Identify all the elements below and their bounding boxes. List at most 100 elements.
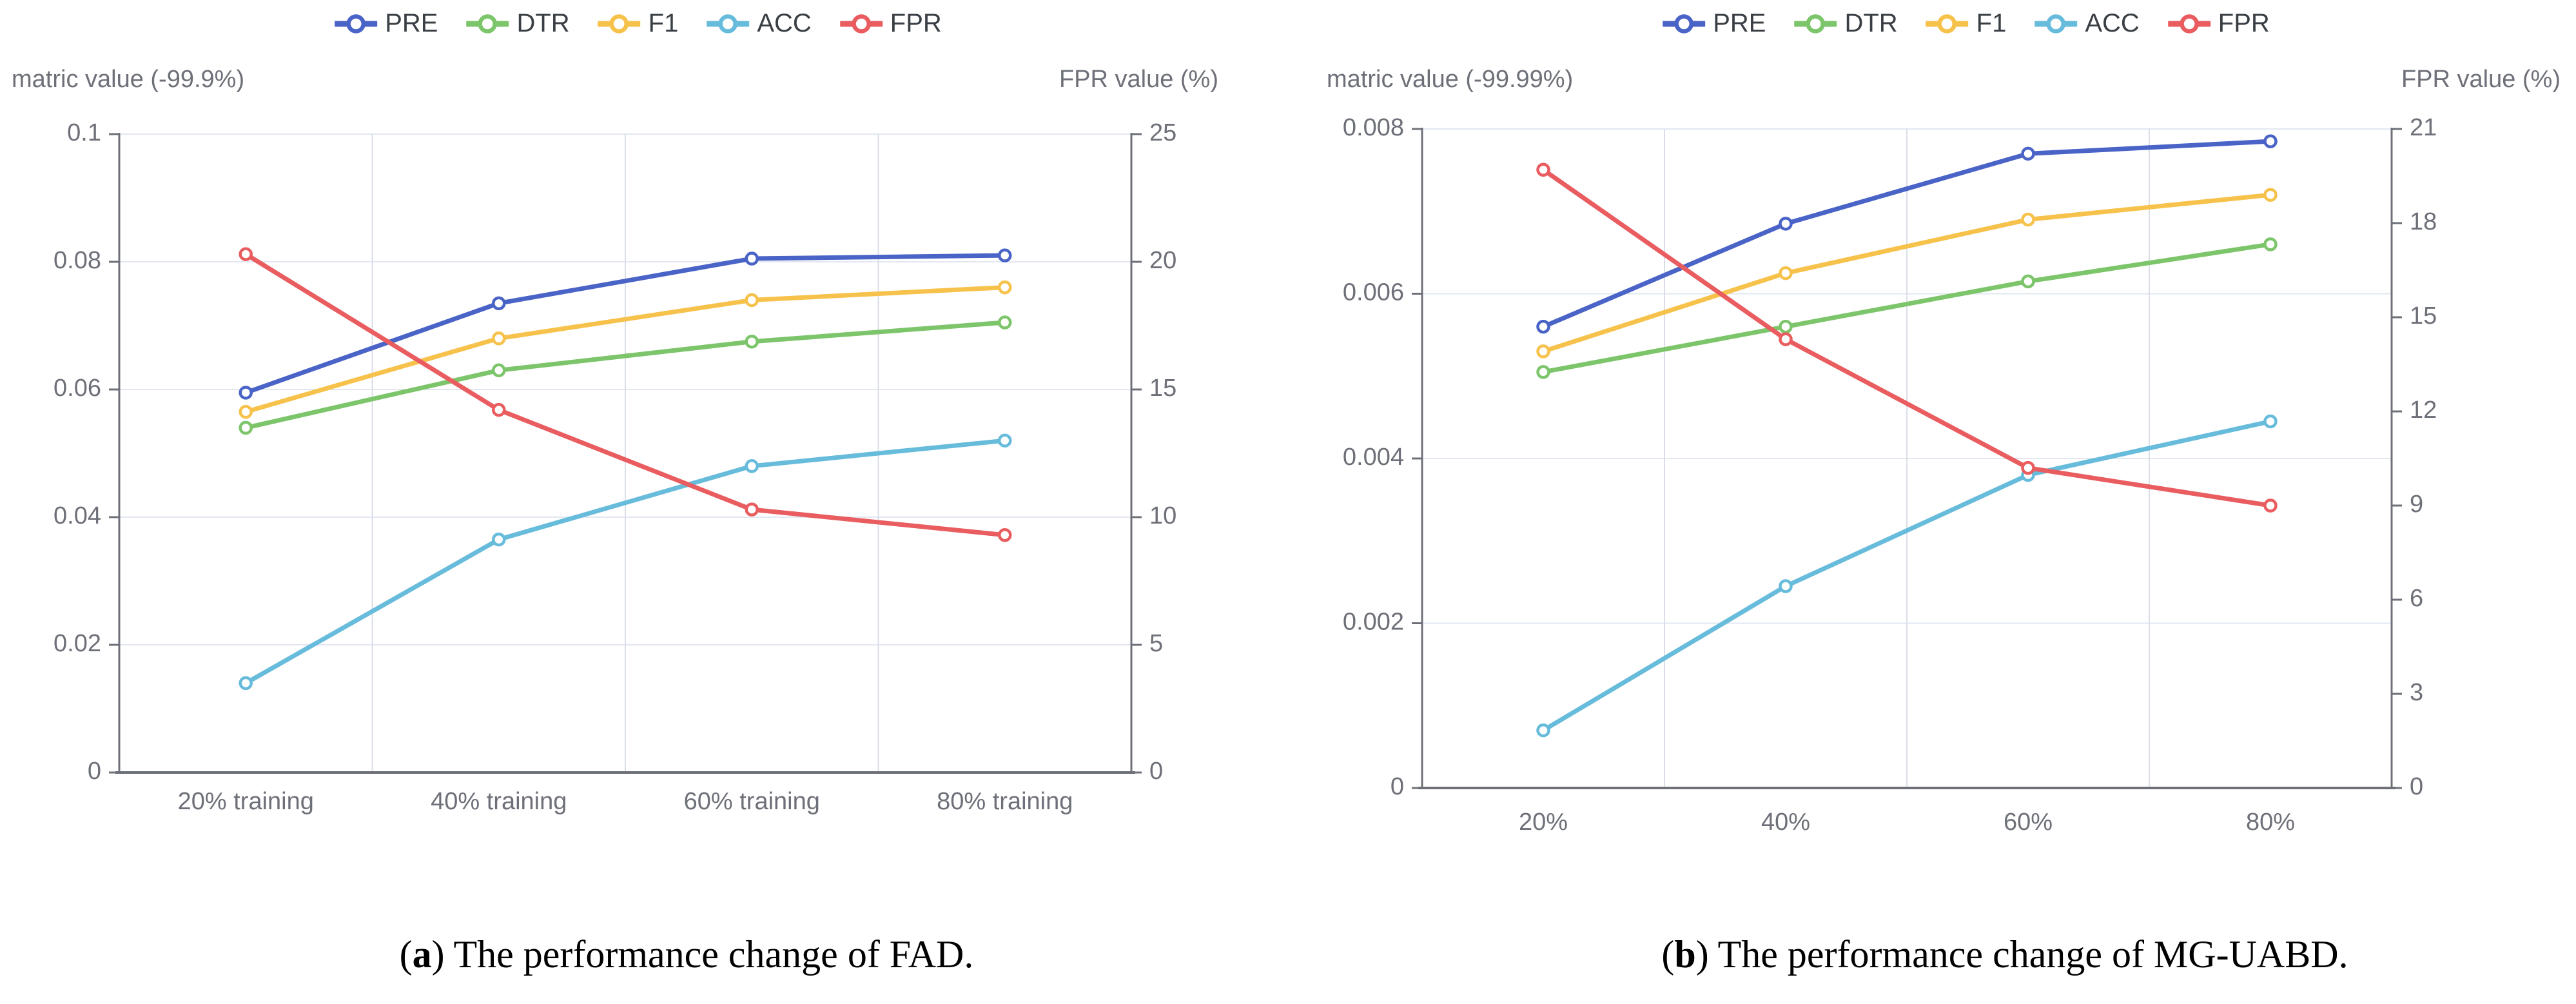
- x-tick-label: 60% training: [684, 788, 820, 815]
- legend-marker-fpr: [839, 14, 883, 34]
- legend-item-acc: ACC: [707, 9, 812, 38]
- series-line-acc: [243, 438, 1008, 685]
- left-axis-title-mg-uabd: matric value (-99.99%): [1327, 66, 1574, 93]
- data-point-f1: [745, 293, 759, 308]
- right-tick-label: 0: [1149, 758, 1163, 785]
- left-axis-ticks: 0 0.002 0.004 0.006 0.008: [1343, 114, 1422, 800]
- data-point-fpr: [1779, 332, 1793, 346]
- legend-marker-fpr: [2167, 14, 2210, 34]
- left-tick-label: 0.02: [54, 630, 101, 657]
- legend-label-f1: F1: [648, 9, 679, 37]
- right-tick-label: 21: [2410, 114, 2437, 141]
- series-acc: [1536, 414, 2278, 738]
- legend-item-f1: F1: [598, 9, 679, 38]
- legend-marker-pre: [1663, 14, 1706, 34]
- series-line-acc: [1541, 419, 2273, 733]
- right-axis-ticks: 0 5 10 15 20 25: [1131, 119, 1176, 785]
- left-axis-title-fad: matric value (-99.9%): [12, 66, 245, 93]
- data-point-pre: [1779, 217, 1793, 231]
- data-point-acc: [2263, 414, 2278, 429]
- left-tick-label: 0.1: [67, 119, 101, 146]
- right-tick-label: 0: [2410, 773, 2423, 800]
- right-tick-label: 5: [1149, 630, 1163, 657]
- gridlines: [119, 133, 1131, 773]
- caption-mg-uabd: (b) The performance change of MG-UABD.: [1661, 932, 2348, 977]
- x-tick-label: 40% training: [431, 788, 567, 815]
- right-tick-label: 3: [2410, 679, 2423, 706]
- caption-prefix: (: [1661, 933, 1675, 976]
- left-tick-label: 0: [1390, 773, 1404, 800]
- series-line-pre: [243, 253, 1008, 395]
- data-point-dtr: [1536, 365, 1550, 379]
- data-point-pre: [1536, 319, 1550, 334]
- legend-marker-f1: [1926, 14, 1969, 34]
- data-point-pre: [239, 386, 253, 400]
- data-point-fpr: [2021, 460, 2035, 475]
- left-tick-label: 0: [88, 758, 101, 785]
- data-point-fpr: [492, 402, 506, 417]
- data-point-acc: [1536, 723, 1550, 738]
- legend-label-pre: PRE: [1713, 9, 1766, 37]
- legend-item-pre: PRE: [335, 9, 438, 38]
- data-point-pre: [492, 296, 506, 311]
- data-point-fpr: [2263, 498, 2278, 513]
- data-point-f1: [2263, 188, 2278, 202]
- data-point-dtr: [745, 335, 759, 349]
- axes: [115, 133, 1135, 774]
- data-point-f1: [998, 280, 1012, 295]
- right-tick-label: 20: [1149, 247, 1176, 274]
- legend-label-pre: PRE: [385, 9, 438, 37]
- series-line-pre: [1541, 139, 2273, 330]
- data-point-fpr: [239, 247, 253, 261]
- caption-letter: a: [412, 933, 432, 976]
- x-tick-label: 20% training: [178, 788, 314, 815]
- line-chart-mg-uabd: 0 0.002 0.004 0.006 0.008 0 3 6 9 12 15 18 21 20% 40% 6…: [1343, 114, 2437, 836]
- series-line-f1: [1541, 192, 2273, 354]
- legend-marker-f1: [598, 14, 641, 34]
- data-point-f1: [2021, 212, 2035, 227]
- chart-panel-mg-uabd: PRE DTR F1 ACC FPR matric value (-99.99%) FP…: [1288, 0, 2576, 1004]
- series-pre: [1536, 134, 2278, 334]
- data-point-dtr: [998, 315, 1012, 330]
- series-dtr: [1536, 237, 2278, 379]
- legend-marker-acc: [2034, 14, 2078, 34]
- series-line-f1: [243, 285, 1008, 415]
- series-f1: [1536, 188, 2278, 359]
- right-axis-ticks: 0 3 6 9 12 15 18 21: [2392, 114, 2437, 800]
- left-axis-ticks: 0 0.02 0.04 0.06 0.08 0.1: [54, 119, 119, 785]
- right-tick-label: 15: [1149, 375, 1176, 402]
- right-tick-label: 9: [2410, 491, 2423, 518]
- right-tick-label: 6: [2410, 585, 2423, 612]
- right-tick-label: 15: [2410, 302, 2437, 330]
- left-tick-label: 0.004: [1343, 444, 1404, 471]
- left-tick-label: 0.002: [1343, 609, 1404, 636]
- series-f1: [239, 280, 1012, 419]
- left-tick-label: 0.08: [54, 247, 101, 274]
- series-fpr: [1536, 162, 2278, 513]
- legend-label-acc: ACC: [757, 9, 812, 37]
- data-point-acc: [239, 676, 253, 691]
- legend-item-pre: PRE: [1663, 9, 1766, 38]
- series-pre: [239, 248, 1012, 400]
- data-point-f1: [239, 404, 253, 419]
- right-tick-label: 25: [1149, 119, 1176, 146]
- data-point-pre: [2263, 134, 2278, 148]
- legend-item-fpr: FPR: [2167, 9, 2270, 38]
- legend-item-dtr: DTR: [466, 9, 570, 38]
- data-point-dtr: [1779, 319, 1793, 334]
- data-point-acc: [1779, 579, 1793, 593]
- x-tick-label: 80% training: [937, 788, 1073, 815]
- x-tick-label: 80%: [2246, 809, 2295, 836]
- data-point-acc: [492, 532, 506, 547]
- data-point-acc: [745, 459, 759, 473]
- data-point-fpr: [998, 527, 1012, 542]
- legend-label-fpr: FPR: [2218, 9, 2270, 37]
- legend-label-f1: F1: [1976, 9, 2007, 37]
- legend-item-acc: ACC: [2034, 9, 2140, 38]
- caption-text: ) The performance change of FAD.: [431, 933, 974, 976]
- right-tick-label: 10: [1149, 502, 1176, 529]
- x-axis-labels: 20% 40% 60% 80%: [1519, 809, 2295, 836]
- data-point-pre: [745, 251, 759, 266]
- x-tick-label: 20%: [1519, 809, 1568, 836]
- data-point-f1: [1779, 266, 1793, 281]
